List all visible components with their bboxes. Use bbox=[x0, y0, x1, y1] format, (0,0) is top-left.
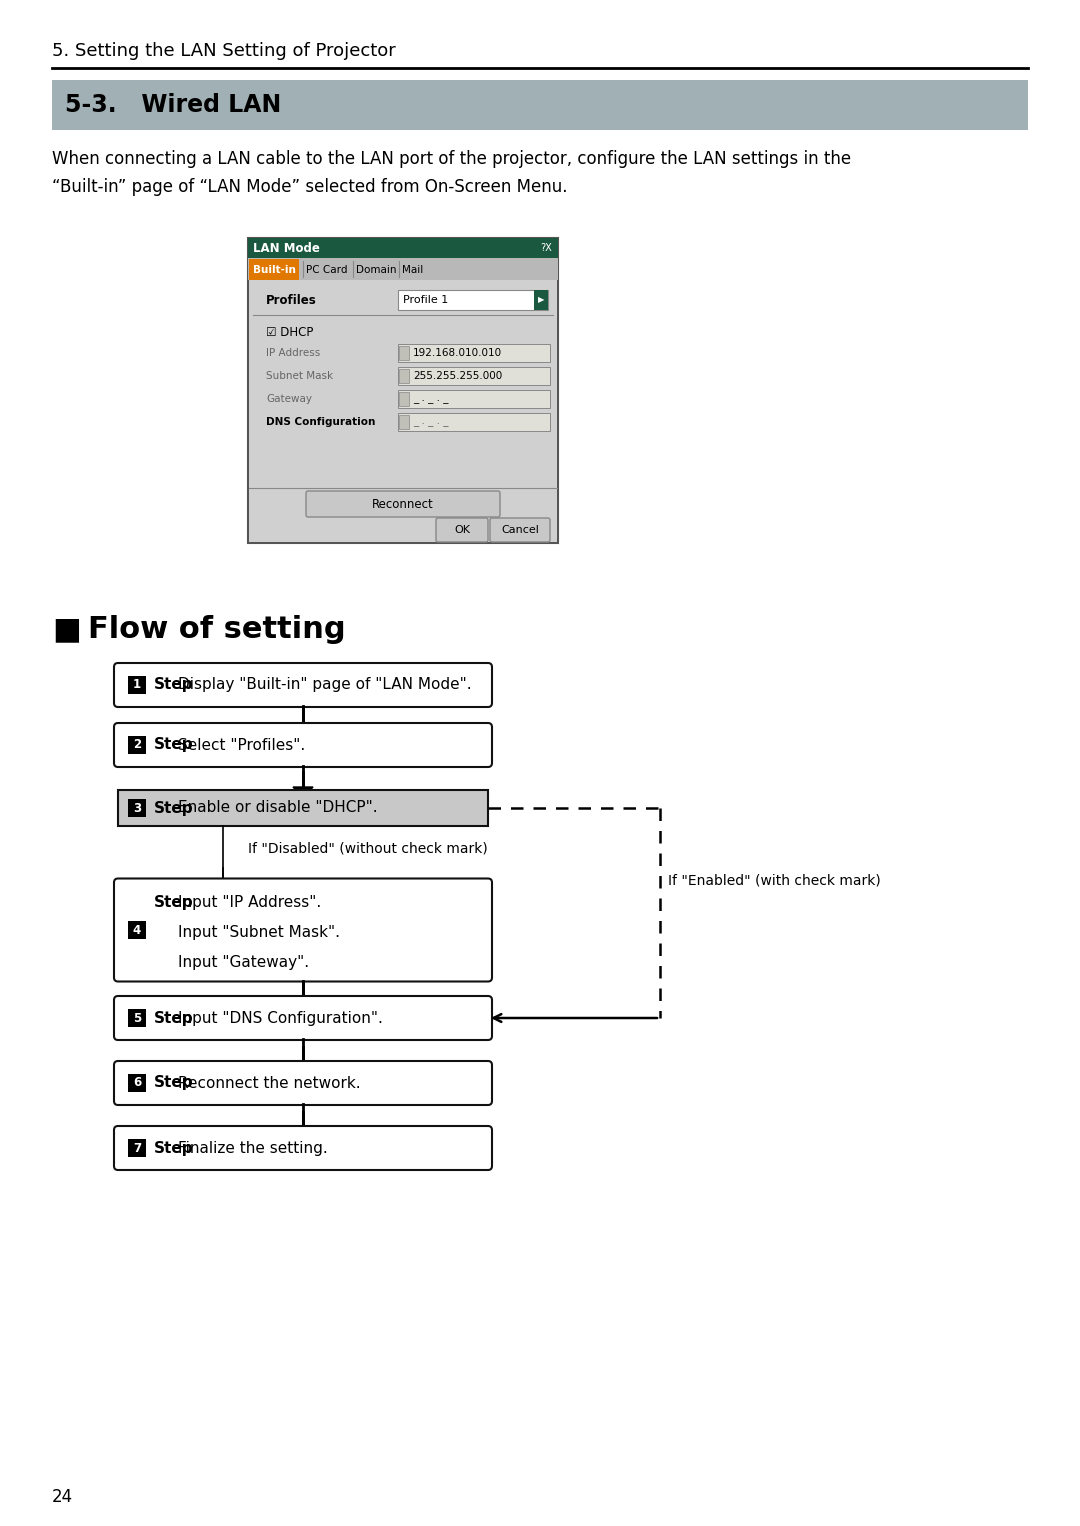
Text: “Built-in” page of “LAN Mode” selected from On-Screen Menu.: “Built-in” page of “LAN Mode” selected f… bbox=[52, 179, 567, 195]
FancyBboxPatch shape bbox=[129, 1009, 146, 1027]
Text: ▶: ▶ bbox=[538, 296, 544, 305]
Text: 2: 2 bbox=[133, 739, 141, 751]
Text: Step: Step bbox=[154, 678, 193, 693]
FancyBboxPatch shape bbox=[399, 414, 550, 430]
Text: If "Disabled" (without check mark): If "Disabled" (without check mark) bbox=[248, 841, 488, 855]
Text: Profile 1: Profile 1 bbox=[403, 295, 448, 305]
FancyBboxPatch shape bbox=[249, 279, 557, 542]
Polygon shape bbox=[216, 879, 230, 890]
Text: PC Card: PC Card bbox=[306, 266, 348, 275]
Polygon shape bbox=[293, 1062, 313, 1074]
FancyBboxPatch shape bbox=[399, 369, 409, 383]
Text: 5-3.   Wired LAN: 5-3. Wired LAN bbox=[65, 93, 281, 118]
Text: OK: OK bbox=[454, 525, 470, 536]
FancyBboxPatch shape bbox=[114, 1126, 492, 1170]
Text: If "Enabled" (with check mark): If "Enabled" (with check mark) bbox=[669, 873, 881, 887]
FancyBboxPatch shape bbox=[114, 723, 492, 768]
Text: Built-in: Built-in bbox=[253, 266, 296, 275]
Text: IP Address: IP Address bbox=[266, 348, 321, 359]
FancyBboxPatch shape bbox=[114, 662, 492, 707]
FancyBboxPatch shape bbox=[129, 922, 146, 938]
FancyBboxPatch shape bbox=[129, 1138, 146, 1157]
FancyBboxPatch shape bbox=[129, 676, 146, 694]
Text: 1: 1 bbox=[133, 679, 141, 691]
Text: Flow of setting: Flow of setting bbox=[87, 615, 346, 644]
Text: Input "Subnet Mask".: Input "Subnet Mask". bbox=[178, 925, 340, 940]
FancyBboxPatch shape bbox=[118, 790, 488, 826]
Text: ?X: ?X bbox=[540, 243, 552, 253]
Text: Reconnect the network.: Reconnect the network. bbox=[178, 1076, 361, 1091]
FancyBboxPatch shape bbox=[249, 259, 299, 281]
Text: 4: 4 bbox=[133, 923, 141, 937]
Text: ■: ■ bbox=[52, 615, 81, 644]
FancyBboxPatch shape bbox=[399, 290, 548, 310]
Polygon shape bbox=[293, 1128, 313, 1138]
Text: Step: Step bbox=[154, 1076, 193, 1091]
Text: Select "Profiles".: Select "Profiles". bbox=[178, 737, 306, 752]
FancyBboxPatch shape bbox=[436, 517, 488, 542]
FancyBboxPatch shape bbox=[52, 79, 1028, 130]
Text: 5. Setting the LAN Setting of Projector: 5. Setting the LAN Setting of Projector bbox=[52, 43, 395, 60]
FancyBboxPatch shape bbox=[399, 415, 409, 429]
Text: Input "Gateway".: Input "Gateway". bbox=[178, 954, 309, 969]
Text: Step: Step bbox=[154, 1010, 193, 1025]
Text: Display "Built-in" page of "LAN Mode".: Display "Built-in" page of "LAN Mode". bbox=[178, 678, 472, 693]
FancyBboxPatch shape bbox=[399, 391, 550, 407]
Text: _ . _ . _: _ . _ . _ bbox=[413, 394, 448, 404]
Text: 192.168.010.010: 192.168.010.010 bbox=[413, 348, 502, 359]
Text: Input "DNS Configuration".: Input "DNS Configuration". bbox=[178, 1010, 383, 1025]
FancyBboxPatch shape bbox=[114, 996, 492, 1041]
FancyBboxPatch shape bbox=[490, 517, 550, 542]
Text: 5: 5 bbox=[133, 1012, 141, 1024]
FancyBboxPatch shape bbox=[399, 346, 409, 360]
Text: Enable or disable "DHCP".: Enable or disable "DHCP". bbox=[178, 801, 378, 815]
FancyBboxPatch shape bbox=[114, 879, 492, 981]
Text: LAN Mode: LAN Mode bbox=[253, 241, 320, 255]
FancyBboxPatch shape bbox=[129, 800, 146, 816]
Text: Step: Step bbox=[154, 894, 193, 909]
Text: Reconnect: Reconnect bbox=[373, 497, 434, 511]
FancyBboxPatch shape bbox=[306, 491, 500, 517]
FancyBboxPatch shape bbox=[399, 366, 550, 385]
Text: Gateway: Gateway bbox=[266, 394, 312, 404]
Polygon shape bbox=[293, 787, 313, 800]
Text: 6: 6 bbox=[133, 1076, 141, 1090]
Text: Step: Step bbox=[154, 737, 193, 752]
Text: DNS Configuration: DNS Configuration bbox=[266, 417, 376, 427]
FancyBboxPatch shape bbox=[399, 392, 409, 406]
FancyBboxPatch shape bbox=[248, 238, 558, 543]
Text: Mail: Mail bbox=[402, 266, 423, 275]
Text: 255.255.255.000: 255.255.255.000 bbox=[413, 371, 502, 382]
FancyBboxPatch shape bbox=[129, 1074, 146, 1093]
Text: 3: 3 bbox=[133, 801, 141, 815]
FancyBboxPatch shape bbox=[399, 343, 550, 362]
Text: Profiles: Profiles bbox=[266, 293, 316, 307]
Polygon shape bbox=[293, 996, 313, 1009]
Text: Domain: Domain bbox=[356, 266, 396, 275]
Text: Finalize the setting.: Finalize the setting. bbox=[178, 1140, 327, 1155]
Text: ☑ DHCP: ☑ DHCP bbox=[266, 325, 313, 339]
FancyBboxPatch shape bbox=[129, 736, 146, 754]
Text: Input "IP Address".: Input "IP Address". bbox=[178, 894, 321, 909]
Text: 24: 24 bbox=[52, 1488, 73, 1506]
FancyBboxPatch shape bbox=[248, 258, 558, 279]
Text: 7: 7 bbox=[133, 1141, 141, 1155]
FancyBboxPatch shape bbox=[114, 1061, 492, 1105]
FancyBboxPatch shape bbox=[248, 238, 558, 258]
Text: Subnet Mask: Subnet Mask bbox=[266, 371, 333, 382]
Text: Step: Step bbox=[154, 1140, 193, 1155]
Text: When connecting a LAN cable to the LAN port of the projector, configure the LAN : When connecting a LAN cable to the LAN p… bbox=[52, 150, 851, 168]
Text: Cancel: Cancel bbox=[501, 525, 539, 536]
FancyBboxPatch shape bbox=[534, 290, 548, 310]
Text: _ . _ . _: _ . _ . _ bbox=[413, 417, 448, 427]
Polygon shape bbox=[293, 723, 313, 736]
Text: Step: Step bbox=[154, 801, 193, 815]
